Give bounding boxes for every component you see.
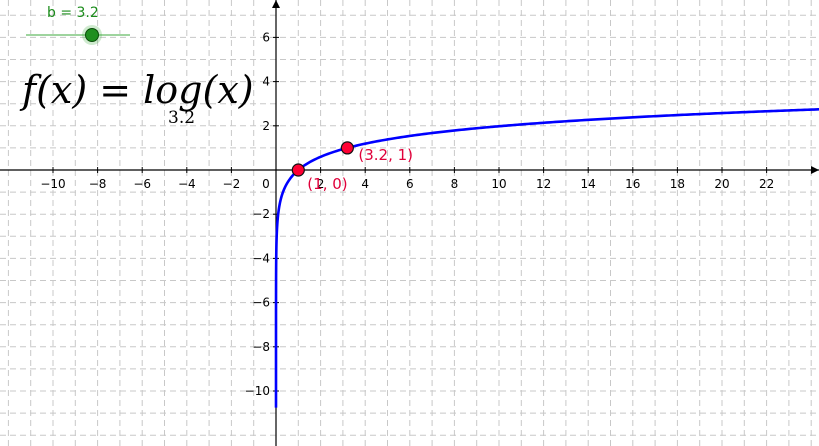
formula-log-base: 3.2: [168, 108, 196, 128]
y-tick-label: −8: [252, 340, 270, 354]
x-tick-label: 16: [625, 177, 640, 191]
y-tick-label: −6: [252, 296, 270, 310]
x-tick-label: 22: [759, 177, 774, 191]
x-tick-label: 12: [536, 177, 551, 191]
x-tick-label: −10: [40, 177, 65, 191]
x-tick-label: −6: [133, 177, 151, 191]
x-tick-label: 18: [670, 177, 685, 191]
x-tick-label: 6: [406, 177, 414, 191]
slider-label: b = 3.2: [47, 5, 99, 21]
x-tick-label: −2: [223, 177, 241, 191]
y-tick-label: 2: [262, 119, 270, 133]
x-tick-label: 0: [262, 177, 270, 191]
x-axis-ticks: −10 −8 −6 −4 −2 0 2 4 6 8 10 12 14 16 18 20 22: [40, 167, 774, 191]
point-marker[interactable]: [291, 163, 305, 177]
formula-text: f(x) = log(x): [22, 68, 254, 112]
x-tick-label: 2: [317, 177, 325, 191]
y-tick-label: 6: [262, 30, 270, 44]
y-tick-label: −4: [252, 251, 270, 265]
function-curve[interactable]: [274, 108, 819, 408]
x-tick-label: −8: [89, 177, 107, 191]
y-axis-arrow: [272, 0, 280, 8]
slider-knob[interactable]: [85, 28, 100, 42]
x-tick-label: 4: [361, 177, 369, 191]
x-tick-label: 14: [581, 177, 596, 191]
y-tick-label: 4: [262, 75, 270, 89]
b-slider[interactable]: [26, 24, 130, 46]
slider-track[interactable]: [26, 34, 130, 36]
x-tick-label: 8: [451, 177, 459, 191]
x-tick-label: 10: [491, 177, 506, 191]
points-layer: (1, 0) (3.2, 1): [291, 141, 413, 193]
point-label: (1, 0): [307, 175, 347, 193]
point-marker[interactable]: [340, 141, 354, 155]
x-tick-label: 20: [714, 177, 729, 191]
y-axis-ticks: 6 4 2 −2 −4 −6 −8 −10: [245, 30, 279, 398]
y-tick-label: −2: [252, 207, 270, 221]
y-tick-label: −10: [245, 384, 270, 398]
point-label: (3.2, 1): [358, 146, 413, 164]
x-tick-label: −4: [178, 177, 196, 191]
x-axis-arrow: [811, 166, 819, 174]
